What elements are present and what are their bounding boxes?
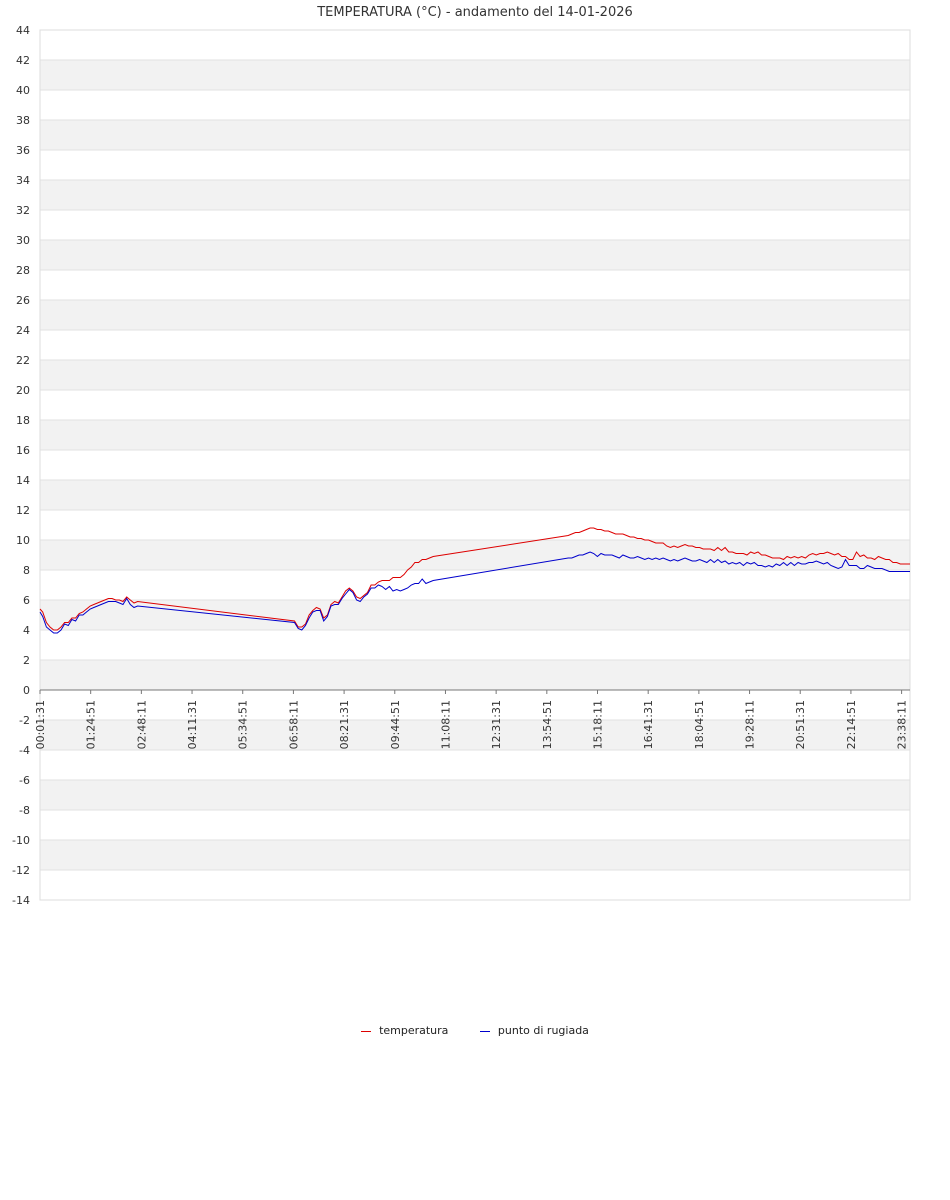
grid-band xyxy=(40,240,910,270)
series-lines xyxy=(39,527,910,634)
y-tick-label: 8 xyxy=(23,564,30,577)
chart-title: TEMPERATURA (°C) - andamento del 14-01-2… xyxy=(316,5,633,20)
grid-band xyxy=(40,270,910,300)
series-line-punto-di-rugiada xyxy=(39,551,910,634)
grid-band xyxy=(40,330,910,360)
grid-band xyxy=(40,120,910,150)
grid-band xyxy=(40,870,910,900)
x-tick-label: 16:41:31 xyxy=(642,700,655,749)
y-tick-label: 16 xyxy=(16,444,30,457)
y-tick-label: 22 xyxy=(16,354,30,367)
x-tick-label: 19:28:11 xyxy=(744,700,757,749)
grid-band xyxy=(40,720,910,750)
grid-bands xyxy=(40,30,910,900)
gridlines xyxy=(40,29,910,901)
y-tick-label: 42 xyxy=(16,54,30,67)
grid-band xyxy=(40,360,910,390)
y-tick-label: 30 xyxy=(16,234,30,247)
grid-band xyxy=(40,780,910,810)
x-tick-label: 05:34:51 xyxy=(237,700,250,749)
y-tick-label: 20 xyxy=(16,384,30,397)
grid-band xyxy=(40,690,910,720)
y-tick-label: -12 xyxy=(12,864,30,877)
x-tick-label: 11:08:11 xyxy=(439,700,452,749)
grid-band xyxy=(40,150,910,180)
x-tick-label: 00:01:31 xyxy=(34,700,47,749)
y-tick-label: 4 xyxy=(23,624,30,637)
grid-band xyxy=(40,180,910,210)
y-tick-label: -10 xyxy=(12,834,30,847)
y-tick-label: 32 xyxy=(16,204,30,217)
y-tick-label: 18 xyxy=(16,414,30,427)
grid-band xyxy=(40,30,910,60)
x-axis-ticks: 00:01:31 01:24:51 02:48:11 04:11:31 05:34:51… xyxy=(34,690,909,749)
legend: temperatura punto di rugiada xyxy=(0,1024,950,1037)
grid-band xyxy=(40,90,910,120)
grid-band xyxy=(40,60,910,90)
y-tick-label: 10 xyxy=(16,534,30,547)
y-tick-label: -6 xyxy=(19,774,30,787)
y-tick-label: 44 xyxy=(16,24,30,37)
x-tick-label: 15:18:11 xyxy=(592,700,605,749)
grid-band xyxy=(40,630,910,660)
y-tick-label: 34 xyxy=(16,174,30,187)
y-tick-label: -14 xyxy=(12,894,30,907)
grid-band xyxy=(40,300,910,330)
x-tick-label: 13:54:51 xyxy=(541,700,554,749)
y-tick-label: 36 xyxy=(16,144,30,157)
x-tick-label: 18:04:51 xyxy=(693,700,706,749)
y-tick-label: 6 xyxy=(23,594,30,607)
legend-swatch-punto-di-rugiada xyxy=(479,1030,490,1032)
x-tick-label: 04:11:31 xyxy=(186,700,199,749)
grid-band xyxy=(40,390,910,420)
grid-band xyxy=(40,210,910,240)
grid-band xyxy=(40,600,910,630)
legend-label-punto-di-rugiada: punto di rugiada xyxy=(497,1024,589,1037)
grid-band xyxy=(40,840,910,870)
y-tick-label: -4 xyxy=(19,744,30,757)
x-tick-label: 02:48:11 xyxy=(135,700,148,749)
x-tick-label: 12:31:31 xyxy=(490,700,503,749)
y-axis-ticks: -14-12-10-8-6-4-202468101214161820222426… xyxy=(12,24,30,907)
y-tick-label: -8 xyxy=(19,804,30,817)
grid-band xyxy=(40,570,910,600)
y-tick-label: 24 xyxy=(16,324,30,337)
y-tick-label: 38 xyxy=(16,114,30,127)
x-tick-label: 22:14:51 xyxy=(845,700,858,749)
grid-band xyxy=(40,450,910,480)
legend-swatch-temperatura xyxy=(361,1030,372,1032)
x-tick-label: 23:38:11 xyxy=(896,700,909,749)
y-tick-label: 14 xyxy=(16,474,30,487)
grid-band xyxy=(40,480,910,510)
y-tick-label: 12 xyxy=(16,504,30,517)
legend-item-punto-di-rugiada: punto di rugiada xyxy=(479,1024,589,1037)
grid-band xyxy=(40,750,910,780)
series-line-temperatura xyxy=(39,527,910,631)
grid-band xyxy=(40,660,910,690)
y-tick-label: 26 xyxy=(16,294,30,307)
x-tick-label: 20:51:31 xyxy=(794,700,807,749)
y-tick-label: 2 xyxy=(23,654,30,667)
y-tick-label: 40 xyxy=(16,84,30,97)
x-tick-label: 08:21:31 xyxy=(338,700,351,749)
grid-band xyxy=(40,420,910,450)
grid-band xyxy=(40,810,910,840)
y-tick-label: 28 xyxy=(16,264,30,277)
legend-label-temperatura: temperatura xyxy=(379,1024,449,1037)
grid-band xyxy=(40,510,910,540)
plot-border xyxy=(39,29,911,901)
x-tick-label: 01:24:51 xyxy=(85,700,98,749)
y-tick-label: -2 xyxy=(19,714,30,727)
y-tick-label: 0 xyxy=(23,684,30,697)
legend-item-temperatura: temperatura xyxy=(361,1024,448,1037)
x-tick-label: 06:58:11 xyxy=(287,700,300,749)
x-tick-label: 09:44:51 xyxy=(389,700,402,749)
